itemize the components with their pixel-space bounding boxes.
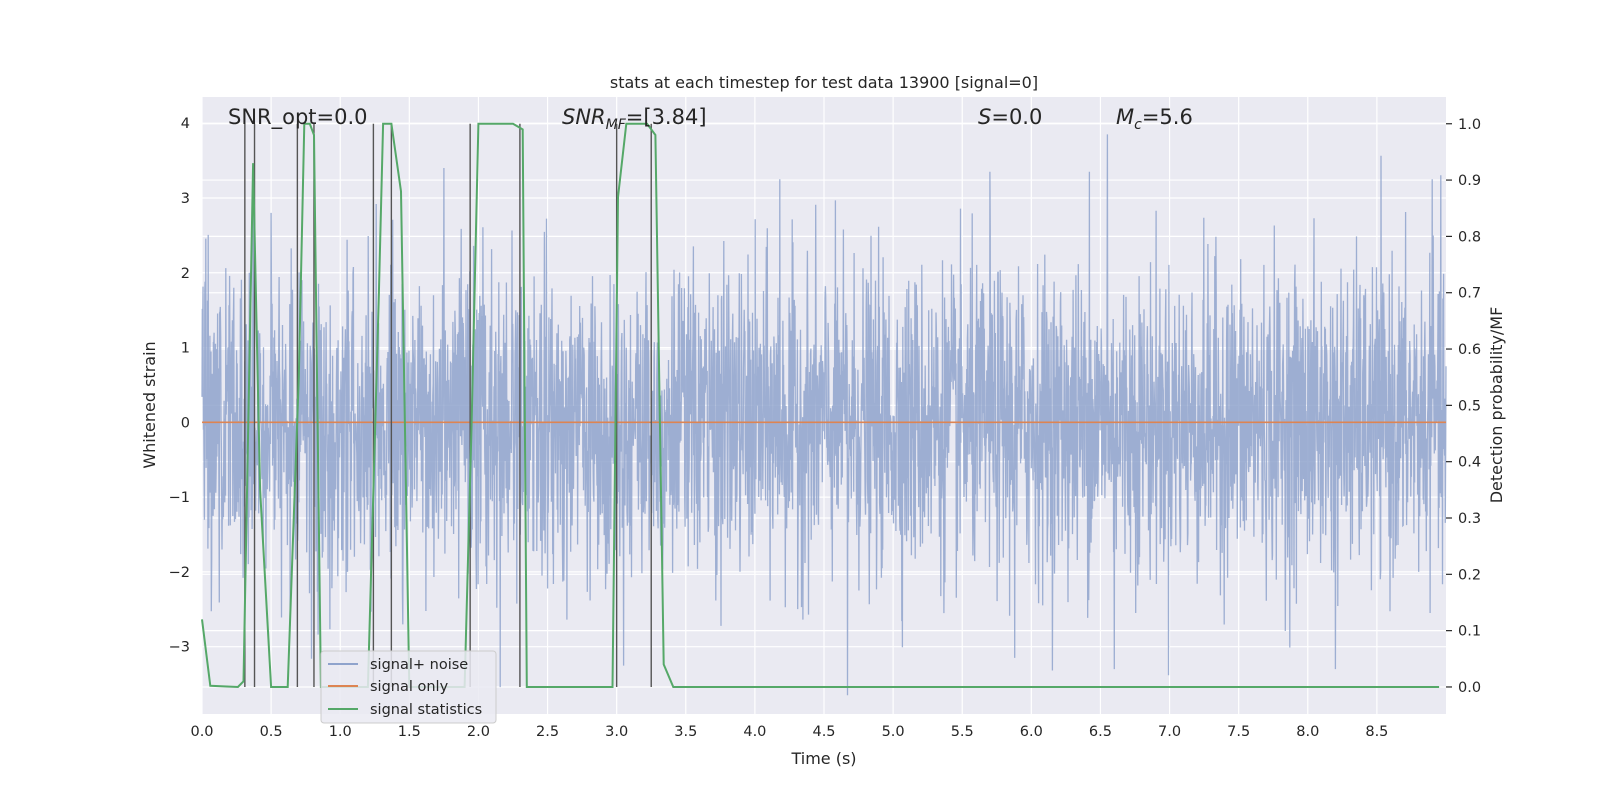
x-tick-label-8: 4.0 [743,724,766,740]
y-right-tick-label-5: 0.5 [1458,398,1481,414]
y-tick-label-6: 3 [181,191,190,207]
y-tick-label-3: 0 [181,415,190,431]
x-tick-label-16: 8.0 [1296,724,1319,740]
annotation-s-value: =0.0 [991,105,1042,129]
y-right-tick-label-7: 0.7 [1458,286,1481,302]
annotation-mc-sub: c [1134,117,1142,133]
legend: signal+ noise signal only signal statist… [320,650,497,724]
legend-box [320,650,497,724]
y-right-tick-label-2: 0.2 [1458,567,1481,583]
x-tick-label-6: 3.0 [605,724,628,740]
y-right-tick-label-0: 0.0 [1458,680,1481,696]
series-signal-statistics [201,122,1440,689]
x-tick-label-9: 4.5 [812,724,835,740]
legend-label-signal-plus-noise: signal+ noise [370,657,468,673]
annotation-mc: Mc=5.6 [1116,105,1193,133]
annotation-snr-opt: SNR_opt=0.0 [228,105,368,130]
signal-statistics-line [201,122,1440,689]
y-right-tick-label-9: 0.9 [1458,173,1481,189]
y-axis-label: Whitened strain [140,341,159,468]
y-right-tick-label-10: 1.0 [1458,117,1481,133]
legend-label-signal-statistics: signal statistics [370,702,482,718]
y-right-tick-label-1: 0.1 [1458,624,1481,640]
x-tick-label-14: 7.0 [1158,724,1181,740]
x-tick-label-0: 0.0 [190,724,213,740]
annotation-snr-mf: SNRMF=[3.84] [562,105,707,133]
y-right-tick-label-3: 0.3 [1458,511,1481,527]
x-tick-label-4: 2.0 [467,724,490,740]
chart-title: stats at each timestep for test data 139… [610,73,1038,92]
legend-label-signal-only: signal only [370,679,449,695]
x-tick-label-2: 1.0 [329,724,352,740]
series-signal-plus-noise [201,134,1447,696]
y-right-tick-label-8: 0.8 [1458,229,1481,245]
x-tick-label-7: 3.5 [674,724,697,740]
y-right-tick-label-4: 0.4 [1458,455,1481,471]
y-tick-label-5: 2 [181,266,190,282]
x-tick-label-12: 6.0 [1020,724,1043,740]
x-tick-label-5: 2.5 [536,724,559,740]
annotation-s: S=0.0 [978,105,1042,129]
y-tick-label-0: −3 [169,640,190,656]
annotation-snr-mf-value: =[3.84] [626,105,707,129]
y-right-tick-label-6: 0.6 [1458,342,1481,358]
y-tick-label-7: 4 [181,116,190,132]
x-tick-label-11: 5.5 [951,724,974,740]
annotation-mc-main: M [1116,105,1134,129]
annotation-snr-mf-sub: MF [606,117,627,133]
x-tick-label-1: 0.5 [260,724,283,740]
x-axis-label: Time (s) [790,749,856,768]
x-tick-label-13: 6.5 [1089,724,1112,740]
annotation-mc-value: =5.6 [1142,105,1193,129]
y-tick-label-4: 1 [181,341,190,357]
y-axis-right-label: Detection probability/MF [1487,307,1506,504]
axes: 0.0 0.5 1.0 1.5 2.0 2.5 3.0 3.5 4.0 4.5 5.0 5.5 6.0 6… [169,116,1481,740]
noise-line [201,134,1447,696]
x-tick-label-10: 5.0 [882,724,905,740]
x-tick-label-3: 1.5 [398,724,421,740]
y-tick-label-1: −2 [169,565,190,581]
annotation-s-main: S [978,105,991,129]
x-tick-label-15: 7.5 [1227,724,1250,740]
x-tick-label-17: 8.5 [1365,724,1388,740]
annotation-snr-mf-main: SNR [562,105,606,129]
y-tick-label-2: −1 [169,490,190,506]
